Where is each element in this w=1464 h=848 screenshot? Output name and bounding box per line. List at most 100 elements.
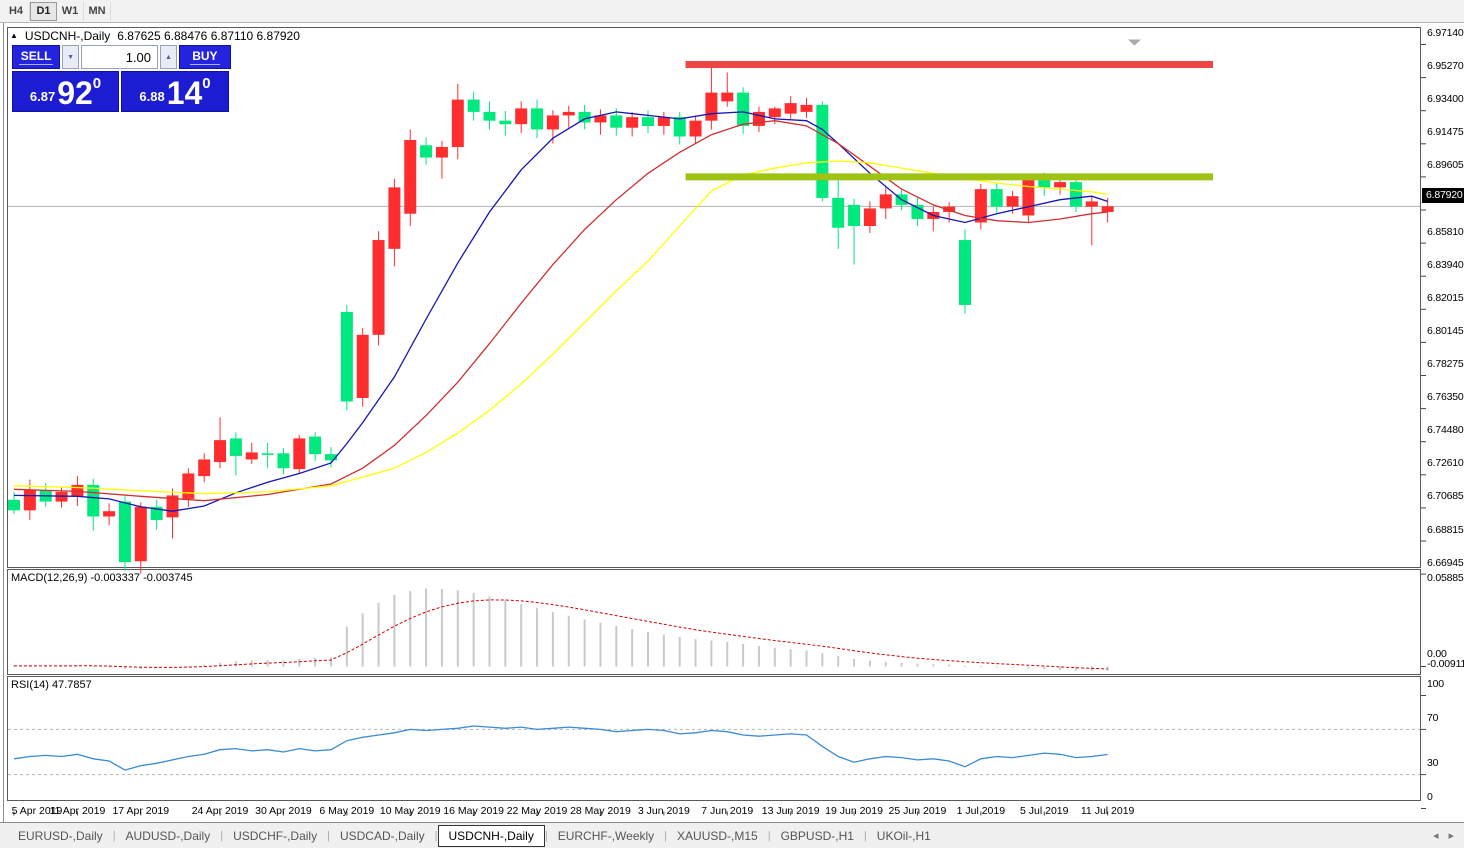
- buy-price-big-digits: 14: [166, 75, 203, 111]
- timeframe-button-mn[interactable]: MN: [84, 1, 111, 21]
- date-tick-label: 22 May 2019: [506, 805, 568, 817]
- timeframe-button-d1[interactable]: D1: [30, 1, 57, 21]
- current-price-box: 6.87920: [1422, 188, 1464, 203]
- timeframe-button-w1[interactable]: W1: [57, 1, 84, 21]
- volume-increase-button[interactable]: ▲: [160, 45, 177, 69]
- date-tick-label: 5 Jul 2019: [1020, 805, 1069, 817]
- rsi-scale-label: 100: [1427, 678, 1444, 690]
- date-tick-label: 3 Jun 2019: [637, 805, 690, 817]
- trade-panel-top-row: SELL ▼ ▲ BUY: [12, 45, 231, 69]
- macd-scale-min-label: -0.009116: [1427, 658, 1464, 670]
- date-tick-label: 11 Jul 2019: [1080, 805, 1135, 817]
- macd-scale-zero-label: 0.00: [1427, 648, 1447, 660]
- price-tick-label: 6.82015: [1427, 291, 1464, 304]
- price-tick-label: 6.97140: [1427, 27, 1464, 39]
- symbol-tab-usdcad-daily[interactable]: USDCAD-,Daily: [339, 828, 425, 843]
- sell-price-box[interactable]: 6.87 92 0: [12, 71, 119, 112]
- one-click-trade-panel: SELL ▼ ▲ BUY 6.87 92 0: [12, 45, 231, 112]
- price-tick-label: 6.70685: [1427, 490, 1464, 503]
- rsi-indicator-label: RSI(14) 47.7857: [11, 679, 92, 691]
- tab-separator: |: [544, 829, 548, 842]
- date-tick-label: 10 May 2019: [379, 805, 441, 817]
- symbol-tab-xauusd-m15[interactable]: XAUUSD-,M15: [677, 828, 758, 843]
- window-left-edge: [3, 23, 4, 823]
- date-tick-label: 28 May 2019: [570, 805, 631, 817]
- symbol-tab-usdcnh-daily[interactable]: USDCNH-,Daily: [437, 824, 545, 847]
- sell-button[interactable]: SELL: [12, 45, 61, 69]
- buy-button[interactable]: BUY: [178, 45, 231, 69]
- tab-scroll-right-icon[interactable]: ▸: [1448, 830, 1454, 842]
- symbol-tab-audusd-daily[interactable]: AUDUSD-,Daily: [125, 828, 211, 843]
- date-tick-label: 16 May 2019: [443, 805, 504, 817]
- buy-button-label: BUY: [190, 49, 220, 65]
- buy-price-box[interactable]: 6.88 14 0: [121, 71, 229, 112]
- price-tick-label: 6.91475: [1427, 126, 1464, 139]
- tab-separator: |: [327, 829, 330, 842]
- price-tick-label: 6.93400: [1427, 93, 1464, 106]
- macd-scale-max-label: 0.058851: [1427, 572, 1464, 584]
- date-tick-label: 13 Jun 2019: [761, 805, 820, 817]
- price-tick-label: 6.66945: [1427, 556, 1464, 569]
- price-tick-label: 6.72610: [1427, 457, 1464, 470]
- sell-price-big-digits: 92: [57, 75, 93, 111]
- timeframe-toolbar: H4 D1 W1 MN: [0, 0, 1464, 23]
- symbol-tab-bar: ◂ ▸ EURUSD-,Daily | AUDUSD-,Daily | USDCHF-,…: [0, 822, 1464, 848]
- date-tick-label: 5 Apr 2019: [11, 805, 63, 817]
- price-tick-label: 6.78275: [1427, 358, 1464, 370]
- buy-price-pip-digit: 0: [202, 75, 211, 92]
- date-tick-label: 30 Apr 2019: [255, 805, 312, 817]
- price-tick-label: 6.80145: [1427, 324, 1464, 337]
- volume-decrease-button[interactable]: ▼: [62, 45, 80, 69]
- buy-price-prefix: 6.88: [139, 89, 165, 104]
- collapse-arrow-icon[interactable]: ▲: [10, 30, 18, 40]
- tab-separator: |: [664, 829, 668, 842]
- spin-up-icon: ▲: [164, 53, 172, 61]
- tab-separator: |: [220, 829, 224, 842]
- rsi-scale-label: 70: [1427, 711, 1439, 724]
- tab-separator: |: [434, 829, 438, 842]
- date-tick-label: 17 Apr 2019: [112, 805, 170, 817]
- timeframe-button-h4[interactable]: H4: [3, 1, 30, 21]
- trade-panel-price-row: 6.87 92 0 6.88 14 0: [12, 71, 231, 112]
- price-tick-label: 6.76350: [1427, 391, 1464, 404]
- volume-input[interactable]: [81, 45, 159, 69]
- price-tick-label: 6.74480: [1427, 424, 1464, 437]
- tab-separator: |: [863, 829, 867, 842]
- tab-separator: |: [112, 829, 116, 842]
- sell-button-label: SELL: [18, 49, 54, 65]
- price-tick-label: 6.95270: [1427, 60, 1464, 73]
- sell-price-prefix: 6.87: [29, 89, 56, 104]
- date-tick-label: 19 Jun 2019: [825, 805, 883, 817]
- date-tick-label: 6 May 2019: [319, 805, 375, 817]
- date-tick-label: 1 Jul 2019: [956, 805, 1006, 817]
- chart-title: ▲ USDCNH-,Daily 6.87625 6.88476 6.87110 …: [10, 29, 300, 43]
- price-tick-label: 6.83940: [1427, 258, 1464, 271]
- date-tick-label: 24 Apr 2019: [191, 805, 249, 817]
- date-tick-label: 7 Jun 2019: [701, 805, 754, 817]
- chart-symbol-label: USDCNH-,Daily: [24, 29, 111, 43]
- price-tick-label: 6.85810: [1427, 225, 1464, 238]
- spin-down-icon: ▼: [67, 53, 75, 61]
- rsi-scale-label: 30: [1427, 757, 1439, 770]
- chart-ohlc-values: 6.87625 6.88476 6.87110 6.87920: [117, 29, 300, 43]
- price-tick-label: 6.89605: [1427, 159, 1464, 172]
- date-tick-label: 25 Jun 2019: [888, 805, 947, 817]
- macd-pane[interactable]: [7, 569, 1421, 675]
- date-tick-label: 11 Apr 2019: [49, 805, 106, 817]
- chart-window: ▲ USDCNH-,Daily 6.87625 6.88476 6.87110 …: [0, 23, 1464, 848]
- symbol-tab-gbpusd-h1[interactable]: GBPUSD-,H1: [780, 828, 854, 843]
- tab-scroll-arrows: ◂ ▸: [1433, 829, 1454, 842]
- symbol-tab-ukoil-h1[interactable]: UKOil-,H1: [876, 828, 931, 843]
- rsi-scale-label: 0: [1427, 791, 1433, 803]
- sell-price-pip-digit: 0: [92, 75, 102, 92]
- price-tick-label: 6.68815: [1427, 523, 1464, 536]
- symbol-tab-usdchf-daily[interactable]: USDCHF-,Daily: [233, 828, 318, 843]
- rsi-pane[interactable]: [7, 676, 1421, 801]
- tab-scroll-left-icon[interactable]: ◂: [1432, 830, 1439, 842]
- symbol-tab-eurusd-daily[interactable]: EURUSD-,Daily: [18, 828, 103, 843]
- symbol-tab-eurchf-weekly[interactable]: EURCHF-,Weekly: [557, 828, 655, 843]
- price-pane[interactable]: [7, 27, 1421, 568]
- macd-indicator-label: MACD(12,26,9) -0.003337 -0.003745: [11, 572, 193, 584]
- tab-separator: |: [767, 829, 771, 842]
